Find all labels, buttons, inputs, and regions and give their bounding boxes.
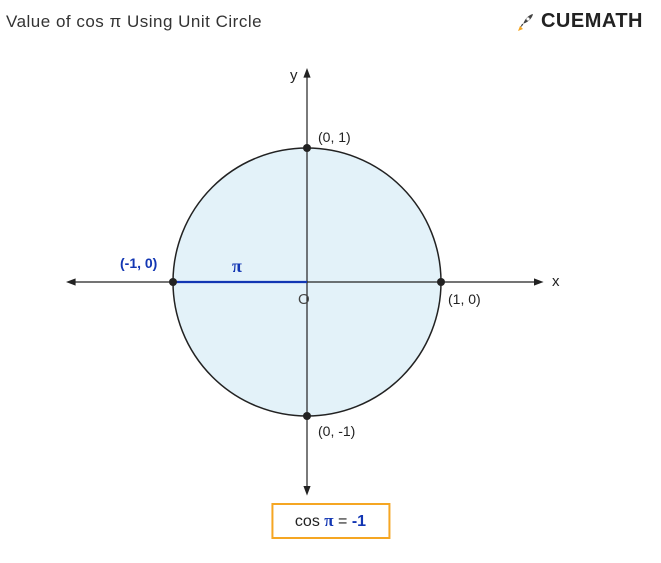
point-label: (-1, 0) [120, 255, 157, 271]
point-label: (1, 0) [448, 291, 481, 307]
header: Value of cos π Using Unit Circle CUEMATH [0, 0, 661, 33]
point-label: (0, 1) [318, 129, 351, 145]
unit-circle-diagram: x y π O (0, 1) (1, 0) (0, -1) (-1, 0) [0, 50, 661, 520]
logo-text: CUEMATH [541, 10, 643, 33]
x-axis-label: x [552, 273, 560, 290]
rocket-icon [515, 11, 537, 33]
axis-point [169, 278, 177, 286]
result-box: cos π = -1 [271, 503, 390, 539]
result-lhs: cos [295, 513, 324, 530]
result-pi: π [324, 511, 333, 530]
logo: CUEMATH [515, 10, 643, 33]
page-title: Value of cos π Using Unit Circle [6, 12, 262, 32]
y-axis-label: y [290, 67, 298, 84]
origin-label: O [298, 291, 310, 308]
axis-point [303, 412, 311, 420]
angle-label: π [232, 256, 242, 276]
result-rhs: -1 [352, 513, 366, 530]
axis-point [437, 278, 445, 286]
point-label: (0, -1) [318, 423, 355, 439]
axis-point [303, 144, 311, 152]
result-eq: = [334, 513, 352, 530]
